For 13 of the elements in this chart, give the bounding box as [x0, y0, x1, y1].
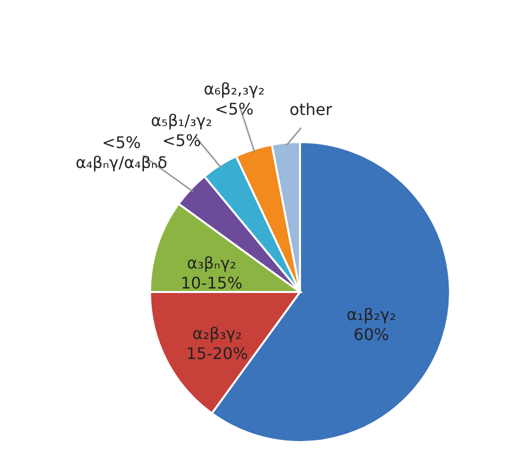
slice-label: α₃βₙγ₂ — [186, 253, 236, 272]
slice-label: α₂β₃γ₂ — [192, 324, 242, 344]
slice-label: other — [289, 100, 333, 119]
slice-label: α₁β₂γ₂ — [346, 305, 396, 324]
data-label: 60% — [354, 325, 390, 344]
data-label: 10-15% — [180, 273, 242, 292]
slice-label: α₆β₂,₃γ₂ — [204, 79, 265, 98]
slice-label: α₄βₙγ/α₄βₙδ — [76, 153, 168, 172]
data-label: 15-20% — [186, 344, 248, 364]
data-label: <5% — [102, 133, 141, 152]
slice-label: α₅β₁/₃γ₂ — [150, 111, 212, 130]
data-label: <5% — [162, 131, 201, 150]
data-label: <5% — [214, 99, 254, 118]
